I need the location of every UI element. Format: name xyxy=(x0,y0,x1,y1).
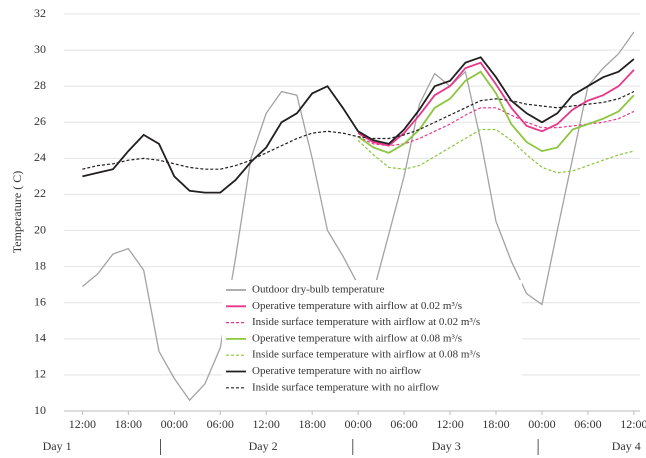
y-tick-label: 24 xyxy=(34,150,46,164)
legend-box xyxy=(222,280,522,408)
legend-label: Operative temperature with no airflow xyxy=(252,365,421,377)
y-tick-label: 28 xyxy=(34,78,46,92)
x-tick-label: 18:00 xyxy=(298,417,325,431)
day-label: Day 3 xyxy=(432,439,461,453)
legend-label: Inside surface temperature with no airfl… xyxy=(252,381,439,393)
day-label: Day 2 xyxy=(249,439,278,453)
legend-label: Operative temperature with airflow at 0.… xyxy=(252,332,462,344)
series-line xyxy=(82,91,635,170)
series-line xyxy=(357,128,635,174)
y-tick-label: 14 xyxy=(34,331,46,345)
x-tick-label: 06:00 xyxy=(207,417,234,431)
y-tick-label: 26 xyxy=(34,114,46,128)
y-tick-label: 10 xyxy=(34,403,46,417)
legend: Outdoor dry-bulb temperature Operative te… xyxy=(222,280,522,408)
day-label: Day 1 xyxy=(43,439,72,453)
series-line xyxy=(357,107,635,147)
x-tick-label: 12:00 xyxy=(436,417,463,431)
legend-label: Operative temperature with airflow at 0.… xyxy=(252,300,462,312)
x-tick-label: 06:00 xyxy=(390,417,417,431)
x-tick-label: 12:00 xyxy=(253,417,280,431)
y-tick-label: 12 xyxy=(34,367,46,381)
y-tick-label: 22 xyxy=(34,186,46,200)
x-tick-label: 00:00 xyxy=(528,417,555,431)
y-tick-label: 30 xyxy=(34,42,46,56)
y-tick-label: 32 xyxy=(34,6,46,20)
x-tick-label: 00:00 xyxy=(161,417,188,431)
x-tick-label: 06:00 xyxy=(574,417,601,431)
legend-label: Inside surface temperature with airflow … xyxy=(252,316,480,328)
x-tick-label: 12:00 xyxy=(620,417,646,431)
y-axis-title: Temperature ( C) xyxy=(10,171,24,253)
y-tick-label: 16 xyxy=(34,294,46,308)
x-tick-label: 12:00 xyxy=(69,417,96,431)
y-tick-label: 20 xyxy=(34,222,46,236)
day-label: Day 4 xyxy=(612,439,641,453)
series-line xyxy=(357,61,635,147)
x-tick-label: 00:00 xyxy=(344,417,371,431)
series-line xyxy=(82,56,635,194)
legend-label: Inside surface temperature with airflow … xyxy=(252,349,480,361)
series-line xyxy=(357,70,635,154)
y-tick-label: 18 xyxy=(34,258,46,272)
legend-label: Outdoor dry-bulb temperature xyxy=(252,284,385,296)
x-tick-label: 18:00 xyxy=(115,417,142,431)
x-tick-label: 18:00 xyxy=(482,417,509,431)
